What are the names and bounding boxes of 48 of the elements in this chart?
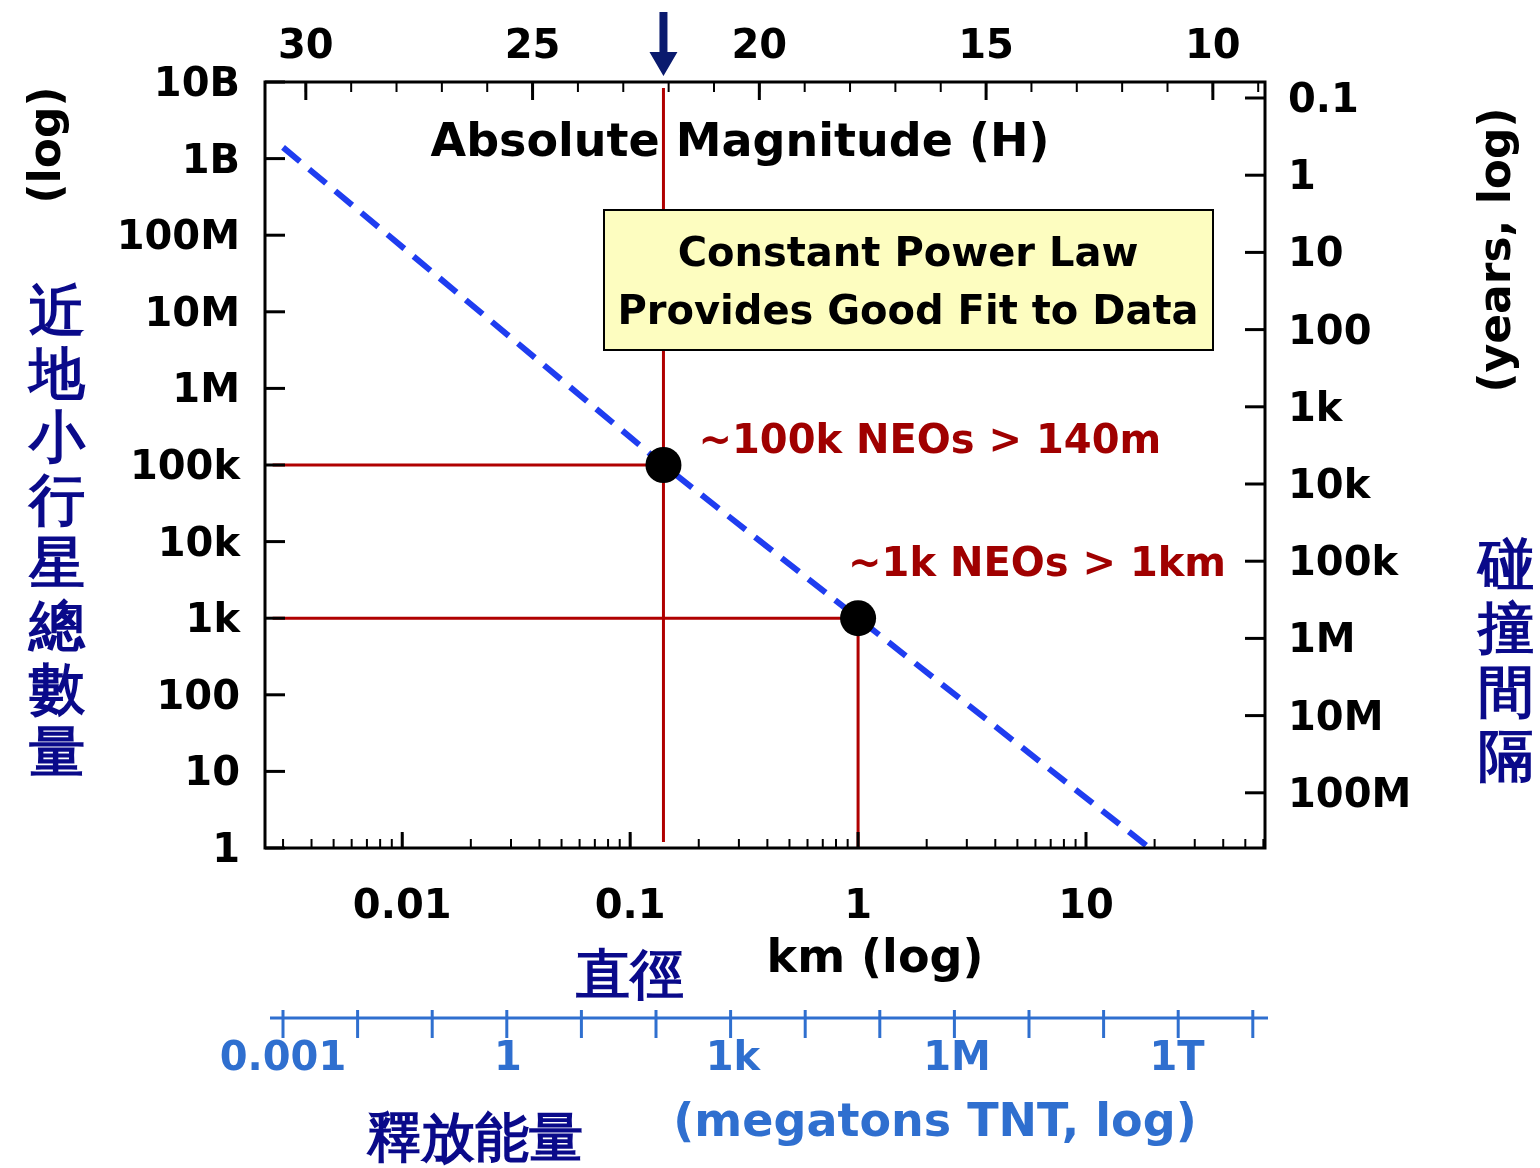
annotation: (log)	[19, 86, 70, 204]
annotation: ~100k NEOs > 140m	[698, 416, 1162, 462]
y-tick-label: 10M	[144, 288, 240, 335]
y-tick-label: 1k	[185, 595, 242, 642]
annotation: 10k	[1288, 461, 1371, 507]
annotation: ~1k NEOs > 1km	[848, 539, 1227, 586]
y-axis-title: 近地小行星總數量	[27, 278, 86, 784]
annotation: 1	[494, 1033, 522, 1079]
annotation: 1	[1288, 152, 1316, 199]
annotation: 1k	[1288, 383, 1343, 430]
x-tick-label: 0.01	[352, 881, 452, 927]
annotation: 1T	[1149, 1033, 1205, 1079]
annotation: 0.1	[1288, 75, 1359, 121]
annotation: 100	[1288, 306, 1372, 353]
annotation: 10M	[1288, 692, 1384, 739]
annotation: 1M	[1288, 615, 1356, 662]
x-tick-label: 0.1	[594, 881, 666, 927]
y-tick-label: 100k	[129, 442, 242, 488]
annotation: Constant Power Law Provides Good Fit to Data	[617, 229, 1199, 333]
text: 釋放能量	[366, 1106, 583, 1168]
x-axis-title: 直徑	[575, 943, 684, 1006]
x2-tick-label: 15	[958, 21, 1014, 67]
y-tick-label: 10B	[153, 59, 240, 105]
y-tick-label: 1B	[181, 135, 240, 182]
annotation: 100k	[1288, 538, 1399, 585]
x2-tick-label: 20	[731, 21, 788, 67]
y-tick-label: 10	[184, 748, 240, 795]
y-tick-label: 1	[212, 825, 240, 871]
annotation: 10	[1288, 229, 1344, 276]
annotation: 0.001	[219, 1033, 347, 1079]
y-tick-label: 10k	[157, 518, 242, 565]
annotation: 碰撞間隔	[1478, 531, 1534, 788]
y-tick-label: 100	[156, 671, 240, 718]
x-tick-label: 10	[1058, 881, 1114, 927]
x2-tick-label: 25	[504, 21, 561, 67]
annotation: Constant Power Law Provides Good Fit to Data	[603, 209, 1214, 351]
x2-tick-label: 10	[1185, 21, 1241, 67]
annotation: km (log)	[766, 929, 984, 983]
annotation: (megatons TNT, log)	[673, 1093, 1197, 1147]
x2-tick-label: 30	[277, 21, 334, 67]
y-tick-label: 1M	[172, 365, 240, 412]
annotation: 100M	[1288, 769, 1412, 816]
annotation: (years, log)	[1469, 107, 1520, 393]
annotation: 1k	[705, 1033, 761, 1079]
x2-axis-title: Absolute Magnitude (H)	[430, 113, 1050, 167]
x-tick-label: 1	[844, 881, 872, 927]
y-tick-label: 100M	[116, 212, 240, 259]
annotation: 1M	[923, 1033, 991, 1079]
